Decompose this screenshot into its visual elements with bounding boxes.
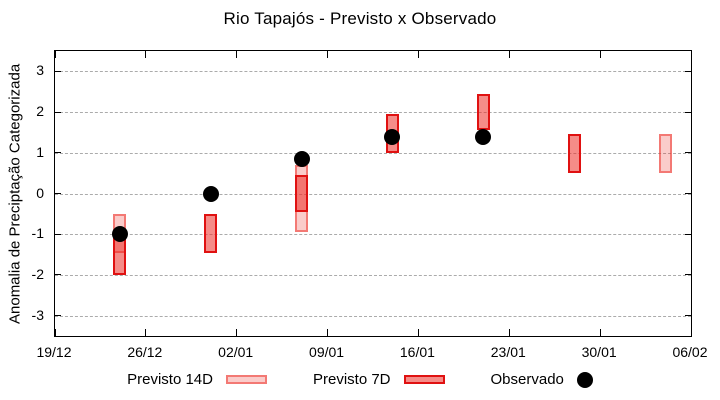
observado-dot	[111, 226, 128, 243]
chart-title: Rio Tapajós - Previsto x Observado	[223, 9, 497, 28]
previsto-7d-bar	[476, 93, 490, 131]
y-tick-label: 2	[36, 103, 44, 120]
x-tick-label: 26/12	[127, 344, 163, 360]
legend-swatch-previsto-7d	[403, 375, 445, 384]
y-tick-mark	[685, 274, 691, 276]
legend-item-previsto-14d: Previsto 14D	[127, 371, 267, 388]
y-tick-mark	[55, 111, 61, 113]
legend-swatch-previsto-14d	[225, 375, 267, 384]
previsto-7d-bar	[567, 134, 581, 174]
x-tick-mark	[54, 329, 56, 336]
y-tick-mark	[55, 152, 61, 154]
legend: Previsto 14D Previsto 7D Observado	[0, 371, 720, 388]
plot-area	[54, 50, 692, 337]
x-tick-mark	[417, 51, 419, 58]
y-tick-label: 0	[36, 184, 44, 201]
y-tick-mark	[685, 193, 691, 194]
gridline	[55, 234, 691, 236]
x-tick-label: 19/12	[36, 344, 72, 360]
y-tick-label: -1	[31, 225, 44, 242]
gridline	[55, 274, 691, 276]
x-tick-mark	[236, 329, 238, 336]
previsto-7d-bar	[295, 175, 309, 212]
x-tick-label: 23/01	[490, 344, 526, 360]
legend-label-previsto-7d: Previsto 7D	[312, 371, 391, 388]
x-tick-label: 06/02	[672, 344, 708, 360]
gridline	[55, 315, 691, 317]
x-tick-mark	[327, 329, 329, 336]
y-tick-mark	[685, 315, 691, 317]
x-tick-mark	[145, 51, 147, 58]
gridline	[55, 193, 691, 195]
x-tick-mark	[327, 51, 329, 58]
x-tick-mark	[145, 329, 147, 336]
y-tick-label: 1	[36, 143, 44, 160]
legend-label-previsto-14d: Previsto 14D	[127, 371, 213, 388]
y-tick-mark	[55, 70, 61, 72]
observado-dot	[475, 128, 492, 145]
x-tick-mark	[508, 51, 510, 58]
legend-item-previsto-7d: Previsto 7D	[313, 371, 445, 388]
x-tick-mark	[236, 51, 238, 58]
observado-dot	[293, 150, 310, 167]
x-tick-mark	[599, 329, 601, 336]
y-tick-label: -2	[31, 265, 44, 282]
y-tick-mark	[55, 233, 61, 235]
legend-item-observado: Observado	[491, 371, 593, 388]
previsto-14d-bar	[658, 134, 672, 174]
gridline	[55, 112, 691, 114]
observado-dot	[384, 128, 401, 145]
x-tick-mark	[417, 329, 419, 336]
observado-dot	[202, 185, 219, 202]
y-tick-mark	[685, 70, 691, 72]
x-tick-label: 16/01	[399, 344, 435, 360]
x-tick-mark	[690, 51, 692, 58]
y-tick-mark	[685, 152, 691, 154]
y-tick-mark	[685, 233, 691, 235]
y-tick-mark	[55, 274, 61, 276]
x-tick-label: 09/01	[309, 344, 345, 360]
x-tick-mark	[690, 329, 692, 336]
legend-swatch-observado-dot	[576, 371, 593, 388]
legend-label-observado: Observado	[490, 371, 564, 388]
x-tick-mark	[54, 51, 56, 58]
x-tick-mark	[508, 329, 510, 336]
y-tick-label: -3	[31, 306, 44, 323]
x-tick-label: 02/01	[218, 344, 254, 360]
previsto-7d-bar	[204, 213, 218, 253]
y-tick-mark	[55, 315, 61, 317]
gridline	[55, 71, 691, 73]
y-tick-mark	[685, 111, 691, 113]
y-tick-label: 3	[36, 62, 44, 79]
x-tick-mark	[599, 51, 601, 58]
gridline	[55, 152, 691, 154]
y-tick-mark	[55, 193, 61, 194]
x-tick-label: 30/01	[581, 344, 617, 360]
